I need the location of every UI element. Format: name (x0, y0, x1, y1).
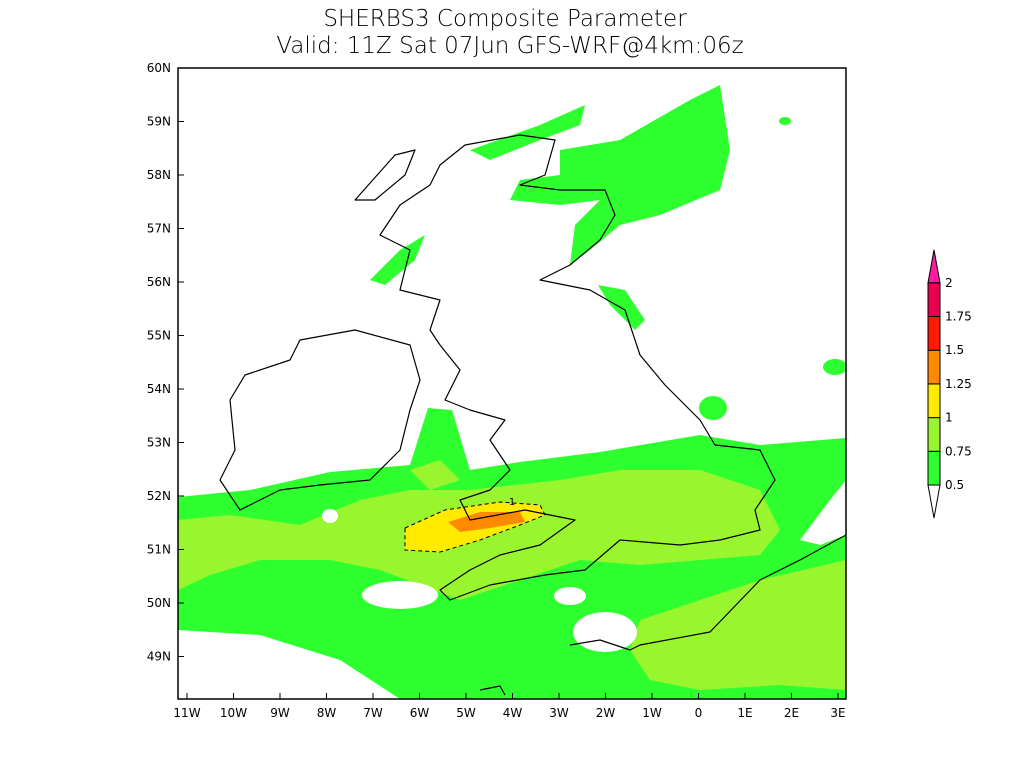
y-tick-label: 58N (147, 168, 171, 182)
field-gap (362, 581, 438, 609)
x-tick-label: 10W (220, 706, 247, 720)
colorbar: 0.5 0.75 1 1.25 1.5 1.75 2 (927, 249, 972, 519)
y-tick-label: 50N (147, 596, 171, 610)
x-tick-label: 5W (456, 706, 476, 720)
colorbar-box (927, 450, 941, 486)
y-tick-label: 55N (147, 329, 171, 343)
x-tick-label: 3E (830, 706, 845, 720)
x-tick-label: 2E (784, 706, 799, 720)
colorbar-box (927, 417, 941, 452)
x-tick-label: 2W (596, 706, 616, 720)
colorbar-label: 1.5 (945, 343, 964, 357)
field-area (410, 460, 460, 490)
x-tick-label: 0 (695, 706, 703, 720)
colorbar-label: 1.75 (945, 310, 972, 324)
contour-label: 1 (509, 497, 515, 508)
colorbar-label: 0.5 (945, 478, 964, 492)
colorbar-below (927, 484, 941, 519)
y-tick-label: 59N (147, 115, 171, 129)
y-tick-label: 52N (147, 489, 171, 503)
y-tick-label: 53N (147, 436, 171, 450)
colorbar-box (927, 383, 941, 419)
field-gap (800, 480, 846, 545)
field-area (510, 85, 730, 265)
field-gap (322, 509, 338, 523)
x-tick-label: 3W (549, 706, 569, 720)
title-line: SHERBS3 Composite Parameter (323, 6, 687, 32)
colorbar-box (927, 349, 941, 385)
coastline (354, 149, 416, 201)
x-tick-label: 4W (503, 706, 523, 720)
y-tick-label: 49N (147, 650, 171, 664)
y-tick-label: 51N (147, 543, 171, 557)
colorbar-label: 2 (945, 276, 953, 290)
field-area (699, 396, 727, 420)
x-tick-label: 9W (270, 706, 290, 720)
coastline (219, 329, 421, 511)
x-tick-label: 11W (173, 706, 200, 720)
field-area (779, 117, 791, 125)
colorbar-above (927, 249, 941, 284)
x-tick-label: 1W (642, 706, 662, 720)
x-tick-label: 1E (737, 706, 752, 720)
x-tick-label: 8W (317, 706, 337, 720)
colorbar-label: 1.25 (945, 377, 972, 391)
axes: 11W 10W 9W 8W 7W 6W 5W 4W 3W 2W 1W 0 1E 2E 3E 60N 59N 58N… (147, 61, 846, 720)
colorbar-box (927, 316, 941, 351)
y-tick-label: 60N (147, 61, 171, 75)
field-gap (178, 630, 400, 699)
field-area (470, 105, 585, 160)
field-gap (554, 587, 586, 605)
field-area (300, 470, 780, 600)
title-line: Valid: 11Z Sat 07Jun GFS-WRF@4km:06z (276, 33, 743, 59)
y-tick-label: 54N (147, 382, 171, 396)
colorbar-label: 1 (945, 411, 953, 425)
field-area (178, 515, 340, 590)
y-tick-label: 56N (147, 275, 171, 289)
field-area (370, 235, 425, 285)
colorbar-box (927, 282, 941, 317)
field-area (823, 359, 846, 375)
field-area (630, 560, 846, 690)
x-tick-label: 7W (363, 706, 383, 720)
field (178, 68, 846, 699)
x-tick-label: 6W (410, 706, 430, 720)
field-gap (573, 612, 637, 652)
coastline (569, 534, 846, 651)
colorbar-label: 0.75 (945, 444, 972, 458)
field-area (448, 512, 525, 532)
coastline (479, 685, 506, 696)
coastlines (219, 134, 846, 696)
coastline (379, 134, 776, 601)
y-tick-label: 57N (147, 222, 171, 236)
